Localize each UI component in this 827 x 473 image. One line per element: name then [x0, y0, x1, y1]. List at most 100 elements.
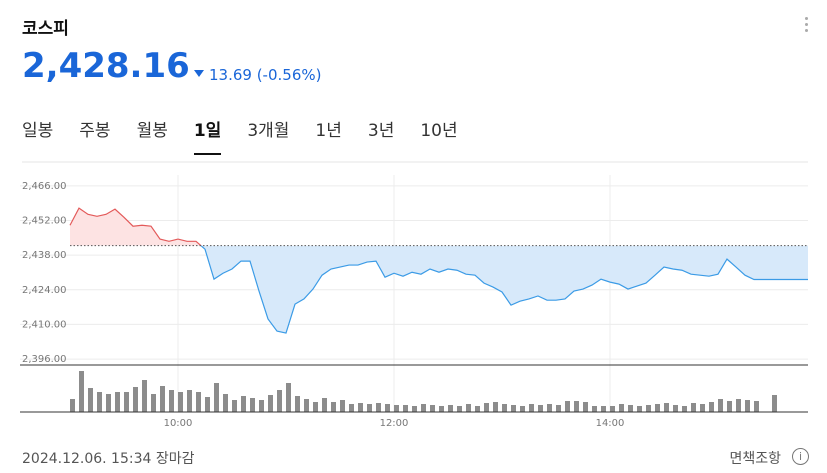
volume-bar — [169, 390, 174, 412]
volume-bar — [439, 406, 444, 412]
volume-bar — [196, 392, 201, 412]
volume-bar — [295, 396, 300, 412]
volume-bar — [133, 387, 138, 412]
volume-bar — [187, 390, 192, 412]
volume-bar — [691, 403, 696, 412]
y-tick-label: 2,424.00 — [22, 285, 67, 296]
volume-bar — [97, 392, 102, 412]
volume-bar — [394, 405, 399, 412]
volume-bar — [565, 401, 570, 412]
volume-bar — [466, 404, 471, 412]
volume-bar — [529, 404, 534, 412]
volume-bar — [250, 398, 255, 412]
volume-bar — [322, 398, 327, 412]
volume-bar — [277, 390, 282, 412]
volume-bar — [700, 404, 705, 412]
volume-bar — [754, 401, 759, 412]
volume-bar — [349, 404, 354, 412]
volume-bar — [772, 395, 777, 412]
volume-bar — [601, 406, 606, 412]
period-tab[interactable]: 3개월 — [247, 121, 290, 141]
volume-bar — [574, 401, 579, 412]
volume-bar — [376, 403, 381, 412]
volume-bar — [592, 406, 597, 412]
period-tab[interactable]: 1년 — [315, 121, 342, 141]
volume-bar — [664, 403, 669, 412]
volume-bar — [178, 392, 183, 412]
volume-bar — [304, 399, 309, 412]
price-line — [200, 245, 808, 334]
price: 2,428.16 — [22, 46, 190, 86]
disclaimer-link[interactable]: 면책조항 — [729, 451, 781, 467]
price-area — [70, 208, 201, 246]
volume-bar — [538, 405, 543, 412]
period-tab[interactable]: 월봉 — [136, 121, 168, 141]
volume-bar — [430, 405, 435, 412]
period-tab[interactable]: 주봉 — [79, 121, 111, 141]
volume-bar — [214, 383, 219, 412]
volume-bar — [331, 402, 336, 412]
volume-bar — [412, 406, 417, 412]
volume-bar — [385, 404, 390, 412]
period-tab[interactable]: 10년 — [420, 121, 458, 141]
volume-bar — [241, 396, 246, 412]
y-tick-label: 2,396.00 — [22, 354, 67, 365]
y-tick-label: 2,466.00 — [22, 181, 67, 192]
y-tick-label: 2,452.00 — [22, 216, 67, 227]
volume-bar — [115, 392, 120, 412]
volume-bar — [268, 395, 273, 412]
volume-bar — [205, 397, 210, 412]
volume-bar — [358, 403, 363, 412]
volume-bar — [340, 400, 345, 412]
x-tick-label: 10:00 — [164, 418, 193, 429]
volume-bar — [628, 405, 633, 412]
info-icon[interactable]: i — [792, 448, 809, 465]
volume-bar — [106, 394, 111, 412]
period-tab[interactable]: 일봉 — [22, 121, 54, 141]
down-arrow — [194, 70, 204, 77]
period-tab[interactable]: 3년 — [367, 121, 395, 141]
volume-bar — [745, 400, 750, 412]
volume-bar — [88, 388, 93, 412]
volume-bar — [673, 405, 678, 412]
volume-bar — [124, 392, 129, 412]
timestamp: 2024.12.06. 15:34 장마감 — [22, 451, 195, 467]
volume-bar — [313, 402, 318, 412]
volume-bar — [637, 406, 642, 412]
price-change: 13.69 (-0.56%) — [209, 66, 322, 84]
volume-bar — [682, 406, 687, 412]
volume-bar — [367, 404, 372, 412]
volume-bar — [421, 404, 426, 412]
volume-bar — [520, 406, 525, 412]
volume-bar — [610, 406, 615, 412]
volume-bar — [70, 399, 75, 412]
period-tabs: 일봉 주봉 월봉 1일 3개월 1년 3년 10년 — [22, 116, 484, 155]
volume-bar — [403, 405, 408, 412]
volume-bar — [286, 383, 291, 412]
y-tick-label: 2,438.00 — [22, 250, 67, 261]
volume-bar — [727, 401, 732, 412]
volume-bar — [448, 405, 453, 412]
volume-bar — [718, 399, 723, 412]
volume-bar — [511, 405, 516, 412]
volume-bar — [151, 394, 156, 412]
volume-bar — [583, 402, 588, 412]
more-menu[interactable] — [805, 17, 809, 35]
volume-bar — [619, 404, 624, 412]
volume-bar — [142, 380, 147, 412]
volume-bar — [259, 400, 264, 412]
volume-bar — [79, 371, 84, 412]
volume-bar — [547, 404, 552, 412]
volume-bar — [457, 406, 462, 412]
volume-bar — [655, 404, 660, 412]
volume-bar — [736, 399, 741, 412]
period-tab[interactable]: 1일 — [193, 116, 222, 155]
volume-bar — [556, 405, 561, 412]
volume-bar — [709, 402, 714, 412]
volume-bar — [223, 394, 228, 412]
volume-bar — [484, 403, 489, 412]
volume-bar — [232, 400, 237, 412]
price-line — [69, 207, 202, 246]
